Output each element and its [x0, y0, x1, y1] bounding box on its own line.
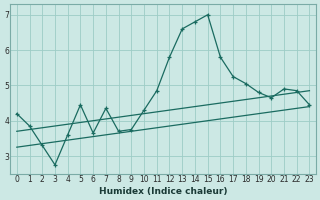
X-axis label: Humidex (Indice chaleur): Humidex (Indice chaleur) [99, 187, 228, 196]
